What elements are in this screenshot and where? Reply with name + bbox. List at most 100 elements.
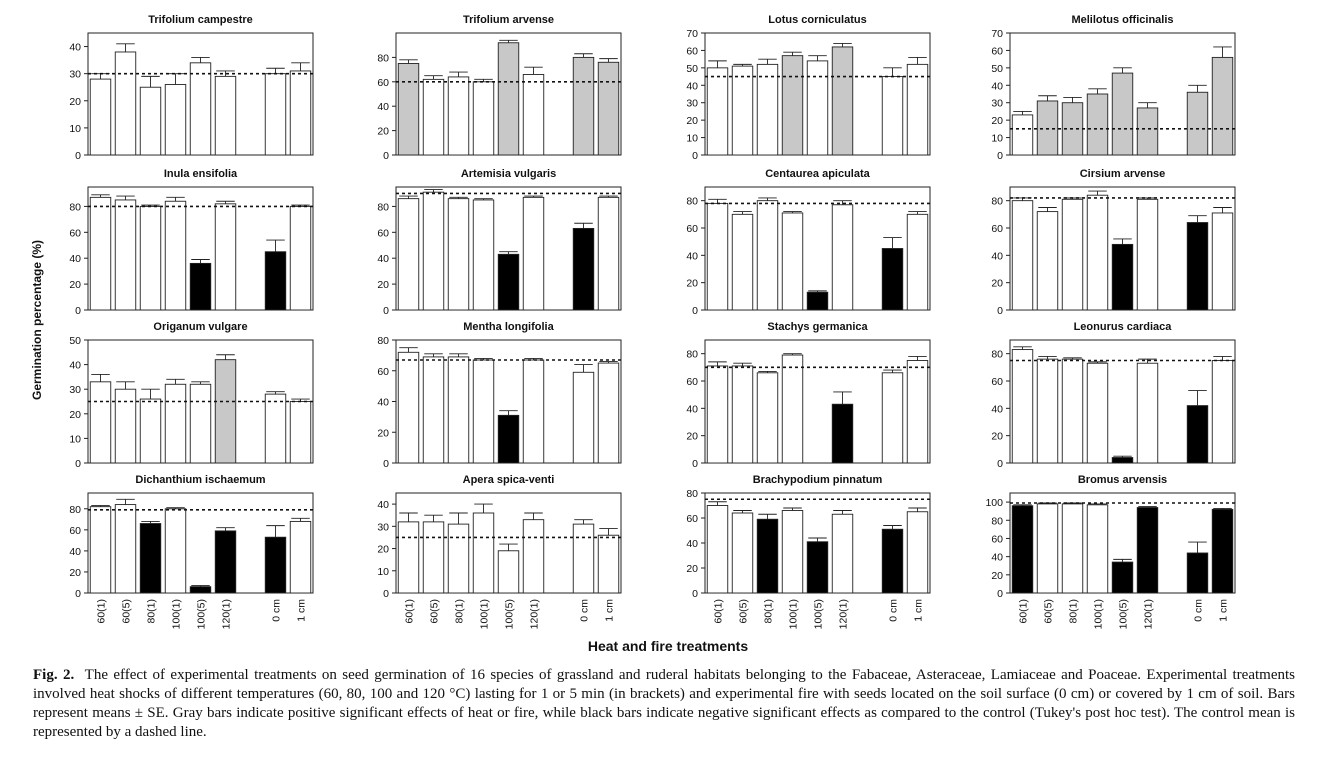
y-tick-label: 40: [686, 538, 698, 550]
bar: [806, 541, 829, 594]
x-tick-label: 0 cm: [1193, 599, 1205, 622]
bar: [114, 504, 137, 594]
bar: [522, 74, 545, 156]
y-tick-label: 80: [991, 196, 1003, 208]
bar: [214, 75, 237, 156]
panel-artemisia-vulgaris: Artemisia vulgaris 0 20 40 60 80: [377, 168, 622, 317]
y-tick-label: 20: [377, 126, 389, 138]
x-tick-label: 100(5): [1118, 599, 1130, 629]
x-tick-label: 60(5): [1043, 599, 1055, 624]
x-tick-label: 60(1): [1018, 599, 1030, 624]
bar: [731, 213, 754, 311]
bar: [447, 198, 470, 311]
y-tick-label: 50: [991, 63, 1003, 75]
bar: [422, 78, 445, 156]
x-tick-label: 100(5): [504, 599, 516, 629]
bar: [572, 523, 595, 594]
bar: [906, 213, 929, 311]
caption-text: The effect of experimental treatments on…: [33, 667, 1295, 740]
bar: [114, 199, 137, 311]
bar: [881, 528, 904, 594]
bar: [572, 371, 595, 464]
bar: [397, 63, 420, 156]
y-tick-label: 80: [991, 515, 1003, 527]
panel-title: Leonurus cardiaca: [1074, 321, 1173, 333]
x-tick-label: 100(1): [1093, 599, 1105, 629]
y-tick-label: 0: [997, 150, 1003, 162]
y-tick-label: 70: [991, 28, 1003, 40]
bar: [189, 62, 212, 156]
y-tick-label: 60: [69, 227, 81, 239]
y-tick-label: 20: [686, 431, 698, 443]
x-tick-label: 120(1): [838, 599, 850, 629]
panel-origanum-vulgare: Origanum vulgare 0 10 20 30 40 50: [69, 321, 314, 470]
bar: [1211, 508, 1234, 594]
bar: [397, 521, 420, 594]
y-tick-label: 40: [377, 101, 389, 113]
bar: [397, 198, 420, 311]
y-tick-label: 0: [997, 458, 1003, 470]
x-tick-label: 100(5): [196, 599, 208, 629]
bar: [422, 356, 445, 464]
y-tick-label: 30: [69, 69, 81, 81]
x-tick-label: 60(1): [713, 599, 725, 624]
bar: [447, 76, 470, 156]
bar: [597, 534, 620, 594]
y-tick-label: 20: [686, 278, 698, 290]
bar: [164, 508, 187, 594]
y-tick-label: 80: [377, 52, 389, 64]
bar: [706, 505, 729, 594]
panel-title: Trifolium arvense: [463, 14, 554, 26]
x-tick-label: 60(5): [429, 599, 441, 624]
panel-lotus-corniculatus: Lotus corniculatus 0 10 20 30 40 50 60 70: [686, 14, 931, 162]
y-tick-label: 20: [69, 96, 81, 108]
y-tick-label: 80: [69, 201, 81, 213]
bar: [472, 199, 495, 311]
panel-centaurea-apiculata: Centaurea apiculata 0 20 40 60 80: [686, 168, 931, 317]
bar: [522, 359, 545, 464]
bar: [139, 205, 162, 311]
bar: [706, 202, 729, 311]
panel-title: Artemisia vulgaris: [461, 168, 556, 180]
y-tick-label: 50: [69, 335, 81, 347]
bar: [1186, 222, 1209, 311]
bar: [881, 248, 904, 311]
y-tick-label: 80: [991, 349, 1003, 361]
bar: [114, 51, 137, 156]
y-tick-label: 0: [997, 588, 1003, 600]
y-tick-label: 0: [75, 588, 81, 600]
y-tick-label: 40: [377, 253, 389, 265]
bar: [189, 586, 212, 594]
y-tick-label: 80: [69, 504, 81, 516]
bar: [139, 398, 162, 464]
bar: [164, 200, 187, 311]
bar: [264, 73, 287, 156]
bar: [597, 196, 620, 311]
bar: [139, 523, 162, 594]
panel-title: Brachypodium pinnatum: [753, 474, 883, 486]
y-tick-label: 60: [991, 223, 1003, 235]
bar: [214, 203, 237, 311]
y-tick-label: 80: [686, 196, 698, 208]
bar: [1086, 93, 1109, 156]
y-tick-label: 20: [991, 278, 1003, 290]
bar: [522, 196, 545, 311]
bar: [756, 372, 779, 464]
bar: [756, 63, 779, 156]
bar: [706, 67, 729, 156]
y-tick-label: 60: [686, 376, 698, 388]
y-tick-label: 20: [69, 409, 81, 421]
bar: [289, 520, 312, 594]
bar: [1211, 360, 1234, 464]
y-tick-label: 60: [686, 223, 698, 235]
bar: [906, 360, 929, 464]
panel-title: Inula ensifolia: [164, 168, 238, 180]
bar: [1011, 505, 1034, 594]
bar: [706, 365, 729, 464]
y-tick-label: 40: [686, 403, 698, 415]
panel-title: Lotus corniculatus: [768, 14, 866, 26]
bar: [806, 291, 829, 311]
x-tick-label: 60(5): [738, 599, 750, 624]
y-tick-label: 20: [377, 279, 389, 291]
x-tick-label: 100(5): [813, 599, 825, 629]
